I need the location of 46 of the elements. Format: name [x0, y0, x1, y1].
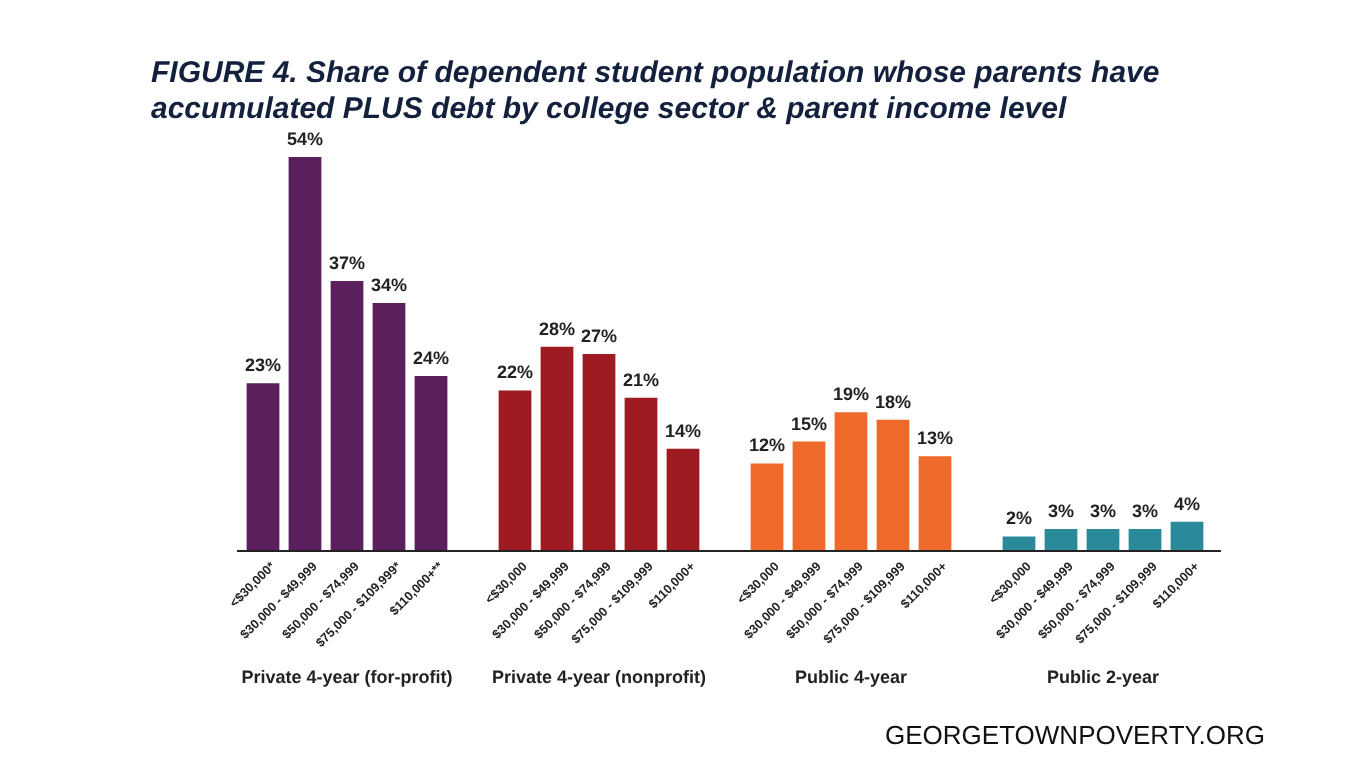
- bar: [582, 354, 616, 551]
- bar: [624, 397, 658, 551]
- chart-title: FIGURE 4. Share of dependent student population whose parents have accumulated PLUS debt by college sector & parent income level: [151, 56, 1160, 126]
- data-label: 23%: [244, 355, 282, 376]
- data-label: 28%: [538, 318, 576, 339]
- bar: [540, 346, 574, 551]
- data-label: 15%: [790, 413, 828, 434]
- data-label: 3%: [1131, 501, 1159, 522]
- data-label: 14%: [664, 420, 702, 441]
- data-label: 22%: [496, 362, 534, 383]
- bar: [288, 157, 322, 551]
- bar: [498, 390, 532, 551]
- data-label: 2%: [1005, 508, 1033, 529]
- bar: [834, 412, 868, 551]
- data-label: 24%: [412, 347, 450, 368]
- bar: [1128, 529, 1162, 551]
- data-label: 34%: [370, 274, 408, 295]
- data-label: 18%: [874, 391, 912, 412]
- bar: [1086, 529, 1120, 551]
- data-label: 19%: [832, 384, 870, 405]
- bar: [750, 463, 784, 551]
- text: Private 4-year (for-profit): [241, 667, 453, 687]
- bar: [330, 281, 364, 551]
- data-label: 54%: [286, 129, 324, 149]
- bar: [372, 302, 406, 551]
- text: Public 2-year: [1046, 667, 1161, 687]
- bar: [414, 375, 448, 551]
- text: Public 4-year: [794, 667, 909, 687]
- data-label: 37%: [328, 253, 366, 274]
- data-label: 13%: [916, 428, 954, 449]
- data-label: 3%: [1047, 501, 1075, 522]
- bar: [918, 456, 952, 551]
- text: Private 4-year (nonprofit): [491, 667, 707, 687]
- bar: [876, 419, 910, 551]
- bar: [1002, 536, 1036, 551]
- bar: [246, 383, 280, 551]
- data-label: 12%: [748, 435, 786, 456]
- bar: [666, 448, 700, 551]
- bar: [1044, 529, 1078, 551]
- bar: [1170, 521, 1204, 551]
- data-label: 3%: [1089, 501, 1117, 522]
- data-label: 4%: [1173, 493, 1201, 514]
- text: GEORGETOWNPOVERTY.ORG: [885, 720, 1266, 750]
- data-label: 21%: [622, 369, 660, 390]
- bar: [792, 441, 826, 551]
- data-label: 27%: [580, 326, 618, 346]
